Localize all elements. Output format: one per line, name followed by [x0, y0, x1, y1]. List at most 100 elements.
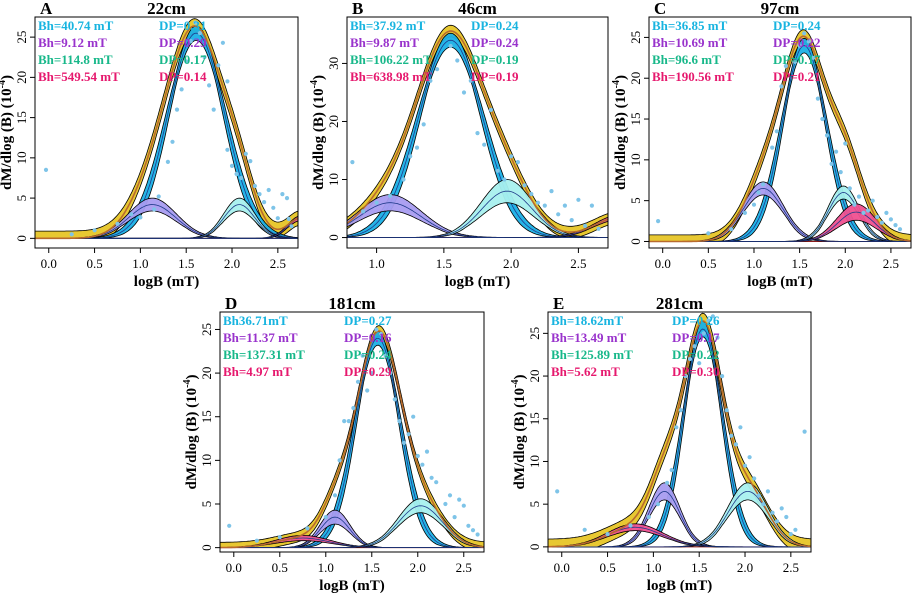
data-point [788, 532, 793, 537]
data-point [724, 408, 729, 413]
x-tick-label: 0.0 [226, 560, 242, 575]
y-tick-label: 20 [527, 370, 542, 383]
data-point [220, 40, 225, 45]
legend-dp-2: DP=0.22 [773, 35, 821, 50]
x-tick-label: 1.5 [364, 560, 380, 575]
x-tick-label: 1.0 [645, 560, 661, 575]
legend-dp-1: DP=0.26 [672, 313, 720, 328]
data-point [495, 168, 500, 173]
x-tick-label: 2.0 [503, 256, 519, 271]
legend-dp-4: DP=0.21 [773, 69, 821, 84]
data-point [193, 20, 198, 25]
y-tick-label: 20 [199, 367, 214, 380]
x-tick-label: 1.5 [792, 256, 808, 271]
data-point [646, 514, 651, 520]
data-point [227, 523, 232, 528]
data-point [115, 221, 120, 226]
component-2-line [347, 202, 608, 238]
panel-label: B [352, 0, 363, 18]
data-point [470, 528, 476, 533]
y-axis-label: dM/dlog (B) (10-4) [309, 75, 327, 190]
data-point [847, 186, 852, 191]
data-point [522, 183, 527, 188]
data-point [770, 145, 775, 150]
data-point [697, 361, 702, 366]
data-point [656, 219, 661, 224]
data-point [720, 374, 725, 379]
data-point [170, 139, 175, 144]
data-point [211, 107, 216, 112]
legend-bh-2: Bh=11.37 mT [223, 330, 298, 345]
legend-bh-4: Bh=190.56 mT [652, 69, 734, 84]
x-tick-label: 1.0 [318, 560, 334, 575]
x-tick-label: 1.5 [436, 256, 452, 271]
data-point [156, 194, 161, 199]
plot-frame [219, 311, 485, 553]
data-point [248, 159, 253, 164]
data-point [401, 177, 406, 182]
x-tick-label: 2.0 [224, 256, 240, 271]
data-point [583, 223, 588, 228]
plot-frame [346, 16, 609, 249]
data-point [747, 455, 752, 460]
data-point [820, 116, 825, 122]
data-point [374, 200, 379, 205]
data-point [793, 59, 798, 64]
data-point [779, 506, 784, 511]
legend-dp-2: DP=0.29 [159, 35, 207, 50]
data-point [443, 501, 448, 507]
legend-bh-3: Bh=137.31 mT [223, 347, 305, 362]
data-point [515, 160, 521, 165]
data-point [692, 344, 697, 349]
data-point [257, 192, 262, 197]
data-point [879, 220, 884, 225]
panel-title: 97cm [761, 0, 800, 18]
component-1-band [35, 25, 298, 239]
data-point [421, 122, 426, 127]
data-point [225, 147, 230, 152]
data-point [252, 183, 257, 189]
data-point [482, 142, 487, 147]
data-point [793, 527, 798, 532]
x-tick-label: 2.5 [270, 256, 286, 271]
data-point [266, 187, 271, 193]
data-point [468, 78, 473, 83]
legend-bh-3: Bh=106.22 mT [350, 52, 432, 67]
data-point [262, 200, 267, 205]
legend-dp-3: DP=0.22 [672, 347, 720, 362]
legend-bh-3: Bh=114.8 mT [38, 52, 113, 67]
data-point [275, 216, 280, 221]
data-point [502, 177, 507, 182]
component-2-band [548, 482, 811, 548]
data-point [774, 129, 779, 134]
panel-title: 46cm [458, 0, 497, 18]
legend-dp-3: DP=0.17 [159, 52, 207, 67]
data-point [888, 217, 894, 222]
y-tick-label: 30 [326, 57, 341, 70]
data-point [305, 526, 310, 531]
data-point [243, 151, 248, 156]
data-point [852, 202, 857, 207]
data-point [535, 200, 541, 205]
envelope-band [649, 29, 911, 242]
data-point [360, 353, 365, 358]
data-point [225, 79, 230, 84]
data-point [742, 210, 748, 215]
plot-area [220, 325, 484, 549]
data-point [466, 523, 471, 528]
data-point [761, 182, 766, 187]
panel-title: 181cm [328, 294, 375, 313]
x-axis-label: logB (mT) [647, 578, 712, 594]
legend-bh-4: Bh=5.62 mT [551, 364, 620, 379]
data-point [742, 463, 748, 468]
panel-title: 281cm [656, 294, 703, 313]
data-point [834, 149, 839, 154]
legend-bh-4: Bh=4.97 mT [223, 364, 292, 379]
legend-bh-1: Bh=36.85 mT [652, 18, 728, 33]
x-tick-label: 0.0 [41, 256, 57, 271]
data-point [351, 405, 356, 411]
y-tick-label: 0 [527, 544, 542, 551]
envelope-line [649, 35, 911, 243]
data-point [756, 493, 761, 498]
data-point [779, 84, 784, 89]
